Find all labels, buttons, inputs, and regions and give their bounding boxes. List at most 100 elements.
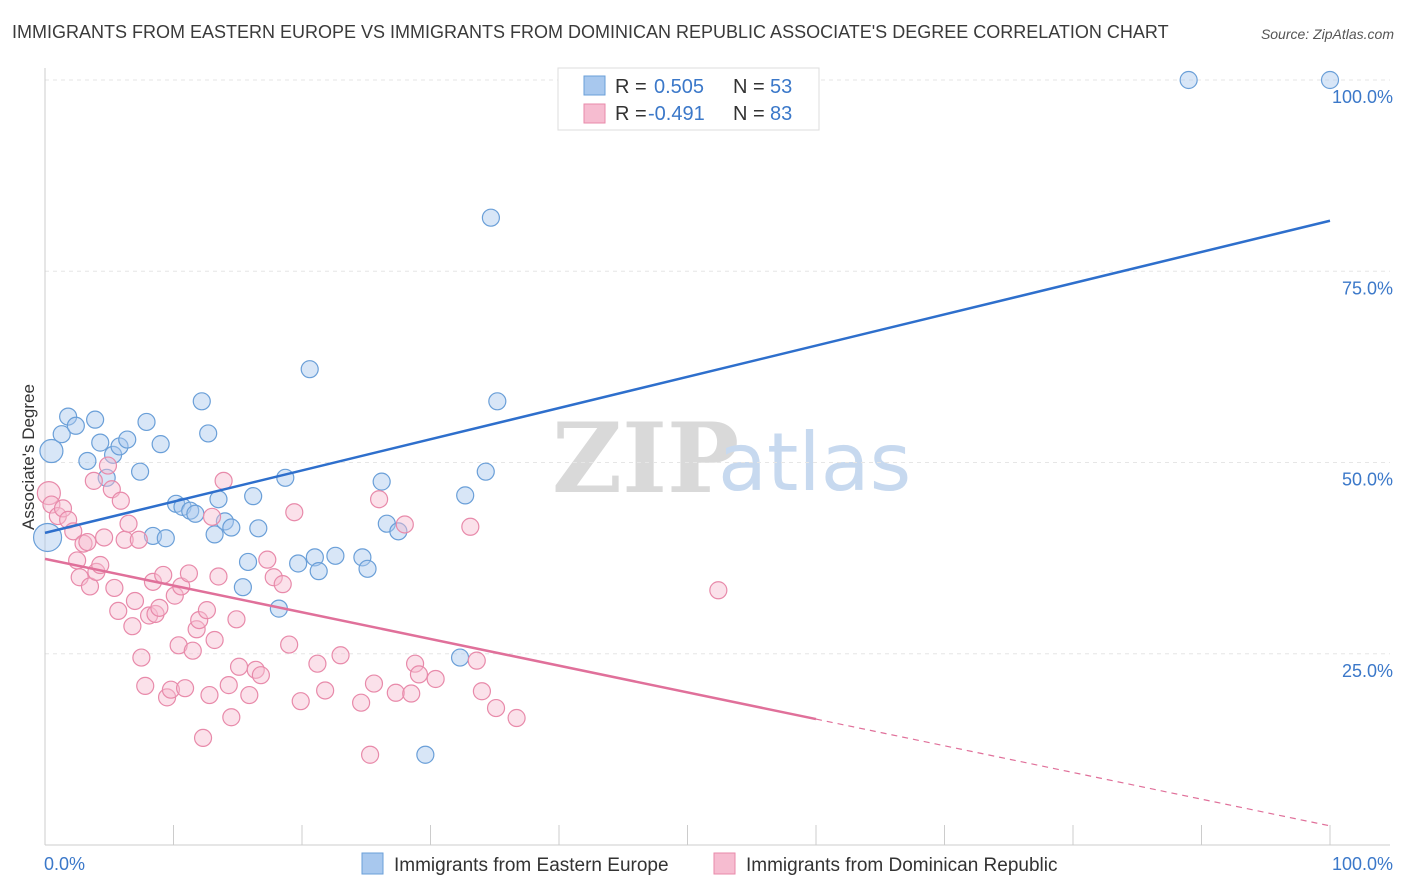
data-point: [52, 425, 71, 444]
x-tick-label: 0.0%: [44, 854, 85, 874]
data-point: [331, 646, 350, 665]
data-point: [192, 392, 211, 411]
chart-title: IMMIGRANTS FROM EASTERN EUROPE VS IMMIGR…: [12, 22, 1169, 42]
bottom-legend-swatch-dominican-republic: [713, 852, 736, 875]
data-point: [229, 657, 249, 676]
y-tick-label: 25.0%: [1342, 661, 1393, 681]
legend-r-value: 0.505: [654, 76, 704, 98]
data-point: [481, 208, 500, 227]
legend-r-label: R =: [615, 76, 647, 98]
data-point: [136, 676, 155, 695]
data-point: [273, 575, 292, 594]
data-point: [110, 437, 129, 456]
data-point: [175, 679, 195, 698]
data-point: [86, 410, 105, 429]
data-point: [426, 669, 445, 689]
data-point: [78, 532, 97, 552]
data-point: [409, 665, 429, 684]
data-point: [251, 666, 270, 685]
legend-r-label: R =: [615, 103, 647, 125]
data-point: [416, 745, 435, 764]
data-point: [98, 456, 118, 475]
data-point: [181, 501, 200, 520]
data-point: [179, 564, 199, 583]
legend-swatch-eastern-europe: [583, 75, 606, 96]
data-point: [300, 360, 319, 379]
data-point: [461, 517, 480, 536]
data-point: [66, 416, 85, 435]
data-point: [405, 654, 425, 673]
y-tick-label: 75.0%: [1342, 278, 1393, 298]
legend-n-label: N =: [733, 103, 765, 125]
data-point: [1320, 70, 1340, 90]
source-text: Source: ZipAtlas.com: [1261, 26, 1394, 42]
data-point: [402, 684, 421, 703]
data-point: [105, 578, 124, 598]
data-point: [291, 692, 310, 711]
y-tick-label: 50.0%: [1342, 470, 1393, 490]
y-tick-label: 100.0%: [1332, 87, 1393, 107]
series-dominican-republic-points: [36, 456, 728, 764]
legend-n-label: N =: [733, 76, 765, 98]
data-point: [486, 698, 506, 718]
series-eastern-europe-points: [32, 70, 1340, 764]
data-point: [186, 504, 205, 523]
data-point: [709, 581, 728, 600]
data-point: [118, 430, 137, 449]
data-point: [197, 601, 217, 620]
data-point: [364, 674, 384, 693]
data-point: [151, 435, 170, 454]
data-point: [285, 503, 304, 522]
data-point: [352, 693, 371, 712]
legend-box: R = 0.505 N = 53 R = -0.491 N = 83: [557, 67, 820, 131]
data-point: [209, 567, 228, 586]
data-point: [156, 529, 175, 548]
data-point: [84, 471, 103, 490]
data-point: [59, 407, 78, 426]
data-point: [222, 708, 241, 727]
data-point: [238, 552, 258, 572]
data-point: [309, 562, 328, 581]
data-point: [202, 507, 222, 526]
legend-r-value: -0.491: [648, 103, 705, 125]
data-point: [227, 610, 246, 629]
data-point: [129, 530, 148, 549]
watermark-zip: ZIP: [552, 402, 739, 515]
data-point: [308, 654, 327, 673]
bottom-legend-label-eastern-europe: Immigrants from Eastern Europe: [394, 855, 669, 876]
data-point: [358, 559, 377, 578]
data-point: [467, 651, 486, 670]
axes: [44, 68, 1390, 846]
y-axis-label: Associate's Degree: [19, 384, 38, 530]
watermark: ZIP atlas: [552, 402, 911, 515]
data-point: [119, 514, 138, 533]
legend-swatch-dominican-republic: [583, 103, 606, 124]
data-point: [289, 554, 308, 573]
data-point: [205, 630, 224, 650]
data-point: [36, 481, 61, 506]
data-point: [249, 519, 268, 538]
data-point: [233, 578, 252, 597]
data-point: [353, 548, 372, 567]
data-point: [222, 518, 241, 537]
data-point: [280, 635, 299, 654]
y-tick-labels: 25.0% 50.0% 75.0% 100.0%: [1332, 87, 1393, 681]
data-point: [370, 490, 389, 509]
data-point: [244, 487, 263, 506]
x-tick-labels: 0.0% 100.0%: [44, 854, 1393, 874]
data-point: [507, 708, 526, 728]
data-point: [450, 648, 470, 667]
data-point: [123, 617, 142, 636]
data-point: [161, 680, 181, 699]
data-point: [32, 522, 63, 553]
data-point: [130, 462, 150, 481]
data-point: [137, 412, 156, 432]
data-point: [246, 660, 265, 679]
data-point: [78, 451, 97, 471]
legend-n-value: 53: [770, 76, 792, 98]
data-point: [488, 392, 507, 411]
data-point: [200, 685, 219, 705]
bottom-legend-label-dominican-republic: Immigrants from Dominican Republic: [746, 855, 1058, 876]
data-point: [169, 636, 188, 655]
